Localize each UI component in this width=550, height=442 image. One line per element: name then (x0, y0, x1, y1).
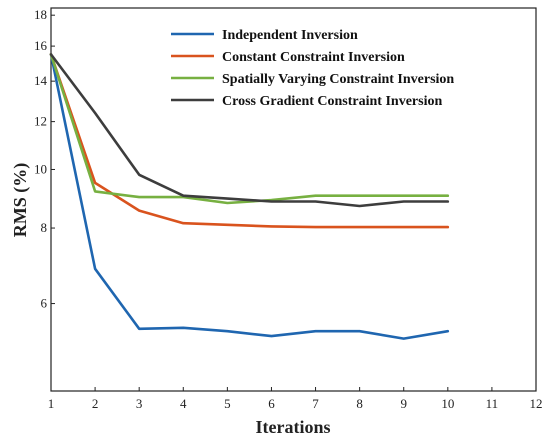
x-tick-label: 2 (92, 396, 99, 411)
legend-label: Independent Inversion (222, 28, 358, 43)
y-tick-label: 12 (34, 114, 47, 129)
x-tick-label: 6 (268, 396, 275, 411)
x-tick-label: 12 (530, 396, 543, 411)
plot-area-frame (50, 7, 537, 392)
y-tick-label: 8 (41, 220, 48, 235)
x-tick-label: 10 (441, 396, 454, 411)
series-line-3 (49, 53, 450, 205)
x-tick-label: 11 (486, 396, 499, 411)
y-tick-label: 16 (34, 38, 48, 53)
x-tick-label: 1 (48, 396, 55, 411)
x-tick-label: 8 (356, 396, 363, 411)
y-axis-title: RMS (%) (10, 163, 31, 238)
legend-label: Cross Gradient Constraint Inversion (222, 94, 442, 109)
y-axis-ticks: 6 8 10 12 14 16 18 (34, 7, 55, 311)
y-tick-label: 18 (34, 7, 47, 22)
legend-label: Spatially Varying Constraint Inversion (222, 72, 454, 87)
x-tick-label: 9 (400, 396, 407, 411)
series-line-2 (49, 53, 450, 229)
x-axis-ticks: 1 2 3 4 5 6 7 8 9 10 11 12 (48, 387, 543, 411)
series-line-4 (49, 53, 450, 208)
y-tick-label: 10 (34, 161, 47, 176)
legend-label: Constant Constraint Inversion (222, 50, 405, 65)
y-tick-label: 6 (41, 296, 48, 311)
x-axis-title: Iterations (256, 417, 331, 437)
legend: Independent Inversion Constant Constraint… (171, 28, 454, 109)
series-lines (49, 53, 450, 340)
series-line-1 (49, 53, 450, 340)
x-tick-label: 5 (224, 396, 231, 411)
y-tick-label: 14 (34, 73, 48, 88)
x-tick-label: 3 (136, 396, 143, 411)
x-tick-label: 4 (180, 396, 187, 411)
x-tick-label: 7 (312, 396, 319, 411)
